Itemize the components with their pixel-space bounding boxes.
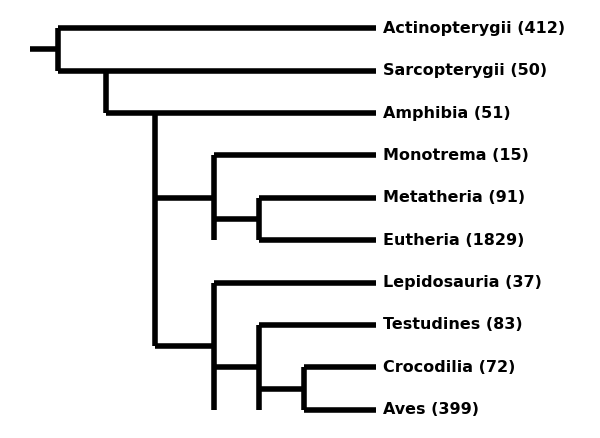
Text: Monotrema (15): Monotrema (15) (383, 148, 529, 163)
Text: Metatheria (91): Metatheria (91) (383, 190, 525, 205)
Text: Crocodilia (72): Crocodilia (72) (383, 360, 515, 375)
Text: Testudines (83): Testudines (83) (383, 318, 523, 332)
Text: Sarcopterygii (50): Sarcopterygii (50) (383, 63, 547, 78)
Text: Lepidosauria (37): Lepidosauria (37) (383, 275, 542, 290)
Text: Aves (399): Aves (399) (383, 402, 479, 417)
Text: Eutheria (1829): Eutheria (1829) (383, 233, 524, 248)
Text: Amphibia (51): Amphibia (51) (383, 106, 511, 120)
Text: Actinopterygii (412): Actinopterygii (412) (383, 21, 565, 36)
